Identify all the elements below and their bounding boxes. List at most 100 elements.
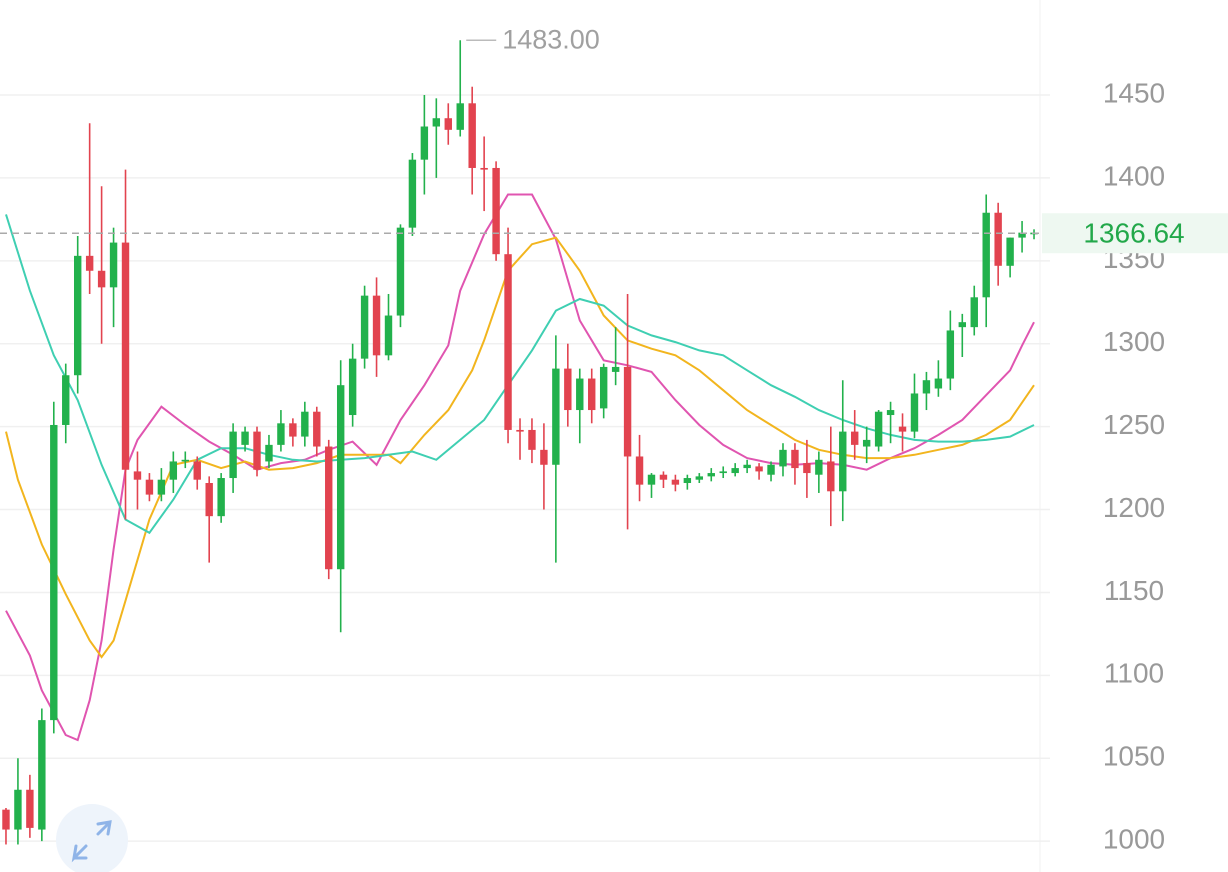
candle-body	[994, 212, 1002, 266]
candle-body	[62, 375, 70, 425]
candle-body	[169, 461, 178, 480]
candle-body	[85, 255, 94, 271]
y-tick-label: 1250	[1103, 409, 1165, 440]
candle-body	[265, 444, 273, 462]
candle-body	[360, 295, 369, 359]
candle-body	[898, 426, 907, 432]
candle-body	[444, 118, 452, 130]
candle-body	[719, 471, 727, 474]
y-tick-label: 1100	[1104, 658, 1164, 689]
candle-body	[1006, 237, 1014, 266]
candle-body	[731, 468, 739, 474]
candle-body	[193, 461, 201, 480]
high-label: 1483.00	[502, 24, 600, 54]
candle-body	[97, 270, 106, 288]
candle-body	[456, 103, 464, 130]
candle-body	[862, 439, 871, 447]
ma-line	[5, 214, 1035, 535]
candle-body	[576, 378, 584, 411]
candle-body	[277, 423, 285, 445]
expand-button-bg[interactable]	[56, 804, 128, 872]
candle-body	[432, 118, 441, 127]
candle-body	[348, 358, 357, 416]
y-tick-label: 1300	[1103, 326, 1165, 357]
candle-body	[779, 449, 787, 467]
candle-body	[946, 330, 955, 379]
candle-body	[707, 473, 715, 477]
candle-body	[647, 474, 656, 485]
candle-body	[635, 456, 644, 485]
candle-body	[145, 479, 154, 495]
candle-body	[157, 479, 166, 495]
candle-body	[468, 103, 476, 168]
candle-body	[73, 255, 82, 376]
candle-body	[599, 366, 608, 409]
candle-body	[743, 464, 751, 469]
candle-body	[336, 385, 345, 570]
grid	[0, 94, 1050, 842]
candle-body	[695, 476, 704, 480]
last-price-box	[1042, 213, 1228, 254]
candle-body	[528, 429, 536, 450]
candle-body	[683, 478, 692, 484]
candle-body	[420, 126, 429, 160]
y-tick-label: 1200	[1103, 492, 1165, 523]
candle-body	[874, 411, 883, 447]
candle-body	[982, 212, 990, 298]
candle-body	[516, 429, 524, 432]
y-tick-label: 1050	[1103, 741, 1165, 772]
candle-body	[26, 789, 34, 828]
candle-body	[372, 295, 381, 356]
candle-body	[205, 483, 213, 517]
candle-body	[922, 380, 931, 394]
candle-body	[659, 474, 668, 480]
candle-body	[109, 242, 118, 288]
candle-body	[671, 479, 680, 485]
expand-button[interactable]	[56, 804, 128, 872]
ma-line	[5, 193, 1035, 742]
y-tick-label: 1150	[1104, 575, 1164, 606]
candle-body	[611, 366, 620, 372]
candle-body	[815, 459, 823, 475]
candle-body	[408, 159, 417, 228]
candle-body	[396, 227, 405, 316]
last-price-label: 1366.64	[1083, 218, 1184, 249]
candle-body	[886, 410, 895, 416]
candle-body	[301, 411, 309, 437]
y-tick-label: 1450	[1103, 77, 1165, 108]
candle-body	[791, 449, 799, 469]
candle-body	[934, 378, 943, 389]
candle-body	[803, 463, 811, 474]
candle-body	[839, 431, 847, 492]
candle-body	[253, 431, 261, 470]
candle-body	[480, 167, 488, 170]
candle-body	[289, 423, 297, 437]
expand-icon[interactable]	[71, 820, 112, 863]
candle-body	[623, 366, 632, 457]
y-tick-label: 1000	[1103, 824, 1165, 855]
candle-body	[1018, 232, 1026, 238]
candle-body	[588, 378, 596, 411]
candle-body	[14, 789, 22, 830]
candle-body	[241, 431, 249, 445]
candle-body	[564, 368, 572, 411]
candle-body	[217, 478, 225, 517]
candle-body	[2, 809, 10, 830]
candle-body	[38, 720, 46, 830]
candle-body	[492, 167, 500, 255]
candle-body	[767, 464, 775, 475]
candle-body	[384, 315, 393, 356]
candle-body	[229, 431, 237, 479]
candle-body	[755, 466, 763, 472]
candle-body	[50, 424, 58, 721]
candle-body	[910, 393, 919, 432]
candle-body	[970, 297, 978, 328]
candles	[2, 40, 1038, 845]
candle-body	[827, 461, 835, 492]
candle-body	[181, 459, 189, 462]
candle-body	[325, 446, 333, 570]
candle-body	[851, 431, 859, 445]
candle-body	[133, 471, 142, 480]
